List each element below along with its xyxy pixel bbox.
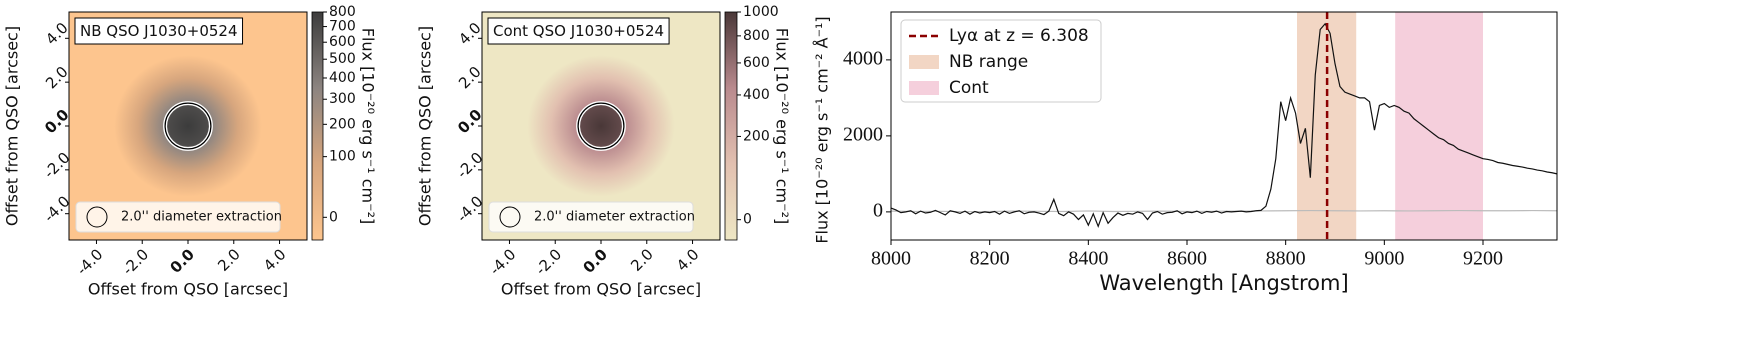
legend-label: Lyα at z = 6.308 (949, 26, 1089, 46)
colorbar-tick-label: 300 (329, 91, 356, 107)
y-axis-label: Flux [10⁻²⁰ erg s⁻¹ cm⁻² Å⁻¹] (813, 16, 832, 243)
colorbar-tick-label: 800 (329, 4, 356, 20)
span (1395, 12, 1483, 240)
chart-title: Cont QSO J1030+0524 (493, 22, 664, 40)
x-tick-label: 8600 (1167, 248, 1207, 270)
colorbar-label: Flux [10⁻²⁰ erg s⁻¹ cm⁻²] (359, 28, 378, 224)
axes-frame (890, 11, 1558, 241)
legend-box (900, 19, 1102, 103)
legend-marker (909, 81, 939, 95)
legend-box (488, 201, 694, 233)
x-tick-label: -2.0 (532, 245, 565, 278)
y-tick-label: 4.0 (455, 19, 485, 49)
title-box (487, 17, 670, 45)
y-tick-label: 4.0 (42, 19, 72, 49)
y-tick-label: 0 (873, 199, 883, 221)
x-tick-label: 8400 (1068, 248, 1108, 270)
x-tick-label: 8800 (1266, 248, 1306, 270)
x-tick-label: -2.0 (119, 245, 152, 278)
x-tick-label: 2.0 (627, 245, 657, 275)
colorbar (311, 11, 324, 241)
legend-marker (499, 206, 521, 228)
x-axis-label: Wavelength [Angstrom] (1099, 271, 1348, 295)
colorbar-tick-label: 1000 (743, 4, 779, 20)
y-tick-label: 0.0 (41, 106, 73, 138)
legend-marker (86, 206, 108, 228)
colorbar-tick-label: 700 (329, 19, 356, 35)
legend-box (75, 201, 281, 233)
x-axis-label: Offset from QSO [arcsec] (501, 280, 701, 299)
y-axis-label: Offset from QSO [arcsec] (3, 26, 22, 226)
x-tick-label: 9000 (1364, 248, 1404, 270)
legend-label: 2.0'' diameter extraction (121, 210, 282, 225)
colorbar-tick-label: 400 (329, 70, 356, 86)
colorbar-tick-label: 0 (743, 212, 752, 228)
chart-title: NB QSO J1030+0524 (80, 22, 238, 40)
x-tick-label: 8000 (871, 248, 911, 270)
y-axis-label: Offset from QSO [arcsec] (416, 26, 435, 226)
colorbar-tick-label: 100 (329, 149, 356, 165)
colorbar (724, 11, 738, 241)
legend-marker (909, 55, 939, 69)
colorbar-tick-label: 0 (329, 209, 338, 225)
x-tick-label: 0.0 (166, 245, 198, 277)
colorbar-tick-label: 200 (329, 116, 356, 132)
series-line (890, 22, 1558, 229)
x-tick-label: 0.0 (579, 245, 611, 277)
aperture (164, 102, 212, 150)
legend-label: Cont (949, 78, 989, 98)
colorbar-tick-label: 400 (743, 87, 770, 103)
x-axis-label: Offset from QSO [arcsec] (88, 280, 288, 299)
colorbar-tick-label: 600 (743, 55, 770, 71)
aperture (577, 102, 625, 150)
y-tick-label: 0.0 (454, 106, 486, 138)
series-line (890, 209, 1558, 213)
colorbar-tick-label: 600 (329, 34, 356, 50)
x-tick-label: -4.0 (73, 245, 106, 278)
y-tick-label: 2000 (843, 123, 883, 145)
x-tick-label: -4.0 (486, 245, 519, 278)
colorbar-tick-label: 800 (743, 28, 770, 44)
colorbar-tick-label: 200 (743, 128, 770, 144)
legend-label: 2.0'' diameter extraction (534, 210, 695, 225)
x-tick-label: 4.0 (673, 245, 703, 275)
x-tick-label: 4.0 (260, 245, 290, 275)
y-tick-label: 4000 (843, 47, 883, 69)
x-tick-label: 8200 (970, 248, 1010, 270)
y-tick-label: 2.0 (455, 63, 485, 93)
colorbar-tick-label: 500 (329, 51, 356, 67)
legend-label: NB range (949, 52, 1028, 72)
colorbar-label: Flux [10⁻²⁰ erg s⁻¹ cm⁻²] (773, 28, 792, 224)
title-box (74, 17, 244, 45)
x-tick-label: 2.0 (214, 245, 244, 275)
x-tick-label: 9200 (1463, 248, 1503, 270)
y-tick-label: 2.0 (42, 63, 72, 93)
